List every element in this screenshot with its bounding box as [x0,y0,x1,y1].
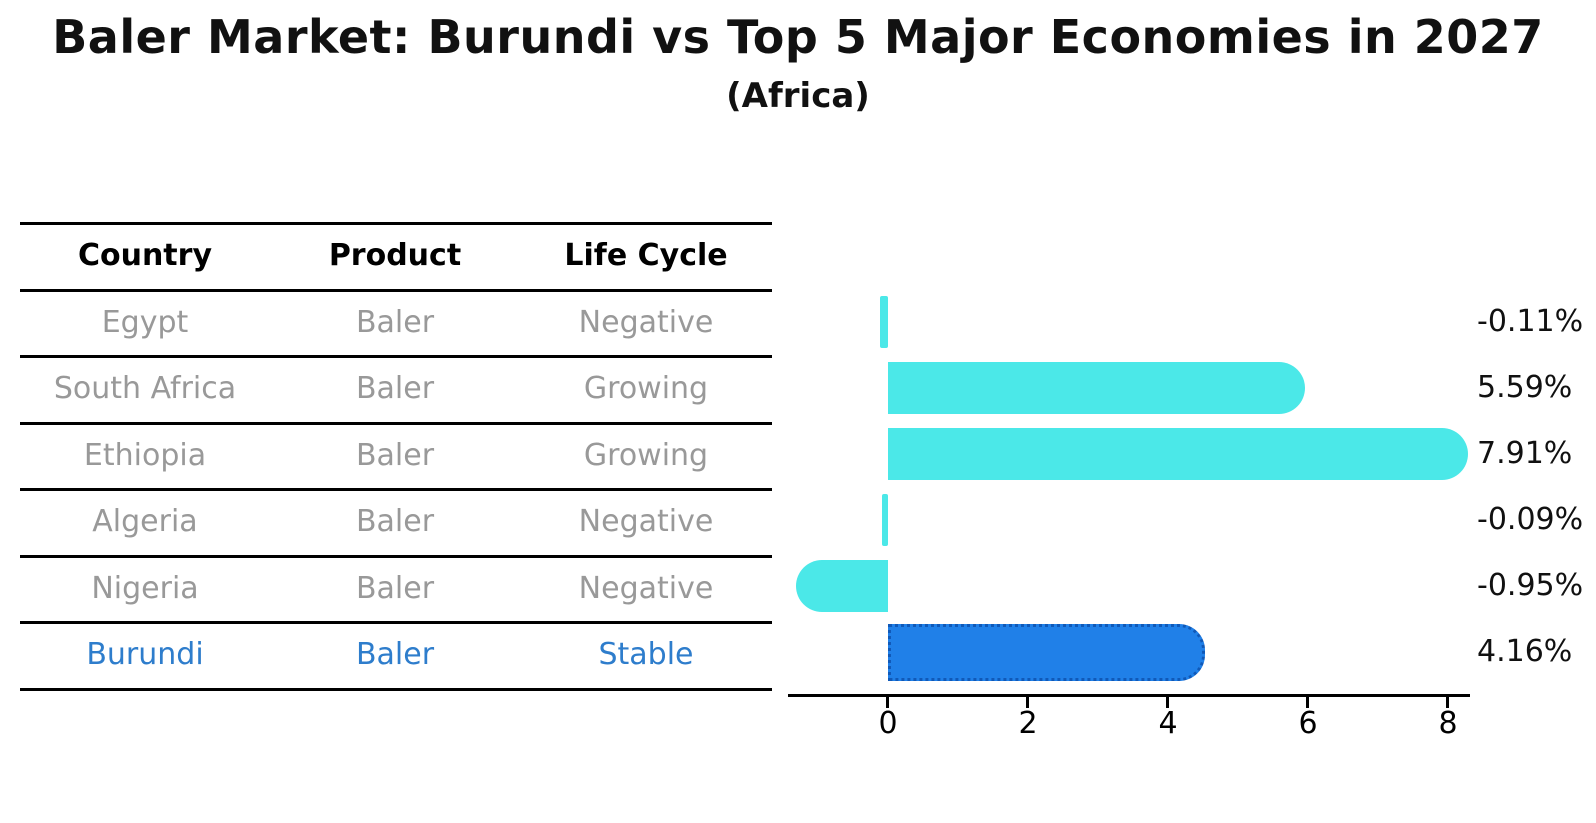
table-rule [20,222,772,225]
x-axis-line [788,694,1470,697]
value-label-algeria: -0.09% [1477,502,1584,537]
cell-lifecycle: Negative [578,304,714,340]
value-label-south-africa: 5.59% [1477,370,1573,405]
table-header-row: Country Product Life Cycle [20,222,772,289]
value-label-ethiopia: 7.91% [1477,436,1573,471]
value-label-burundi: 4.16% [1477,634,1573,669]
table-row-egypt: Egypt Baler Negative [20,289,772,355]
x-tick-label: 2 [1018,706,1038,741]
cell-product: Baler [355,636,435,672]
bar-egypt [880,296,888,348]
x-tick-label: 0 [878,706,898,741]
table-row-south-africa: South Africa Baler Growing [20,355,772,421]
col-header-country: Country [77,238,213,273]
page-title: Baler Market: Burundi vs Top 5 Major Eco… [52,10,1544,64]
table-row-nigeria: Nigeria Baler Negative [20,555,772,621]
cell-product: Baler [355,370,435,406]
table-rule [20,488,772,491]
bar-south-africa [888,362,1306,414]
table-rule [20,688,772,691]
col-header-lifecycle: Life Cycle [564,238,728,273]
bar-ethiopia [888,428,1468,480]
x-axis-tick [1026,697,1029,708]
x-tick-label: 4 [1158,706,1178,741]
bar-burundi [888,623,1206,681]
cell-country: Nigeria [91,570,199,606]
cell-country: Egypt [101,304,189,340]
table-row-algeria: Algeria Baler Negative [20,488,772,554]
table-rule [20,422,772,425]
cell-country: Ethiopia [83,437,207,473]
x-tick-label: 6 [1298,706,1318,741]
bar-algeria [881,494,888,546]
x-axis-tick [886,697,889,708]
table-rule [20,621,772,624]
cell-lifecycle: Growing [583,370,709,406]
table-rule [20,555,772,558]
table-row-burundi: Burundi Baler Stable [20,621,772,687]
x-axis-tick [1446,697,1449,708]
x-axis-tick [1306,697,1309,708]
table-rule [20,289,772,292]
x-axis-tick [1166,697,1169,708]
col-header-product: Product [328,238,462,273]
cell-country: South Africa [53,370,237,406]
table-row-ethiopia: Ethiopia Baler Growing [20,422,772,488]
cell-product: Baler [355,437,435,473]
cell-product: Baler [355,570,435,606]
cell-lifecycle: Negative [578,570,714,606]
cell-country: Algeria [92,503,198,539]
cell-lifecycle: Stable [598,636,694,672]
cell-country: Burundi [86,636,204,672]
page-subtitle: (Africa) [726,76,870,116]
value-label-egypt: -0.11% [1477,304,1584,339]
cell-product: Baler [355,304,435,340]
table-rule [20,355,772,358]
value-label-nigeria: -0.95% [1477,568,1584,603]
bar-nigeria [795,560,888,612]
x-tick-label: 8 [1438,706,1458,741]
cell-lifecycle: Negative [578,503,714,539]
cell-product: Baler [355,503,435,539]
cell-lifecycle: Growing [583,437,709,473]
